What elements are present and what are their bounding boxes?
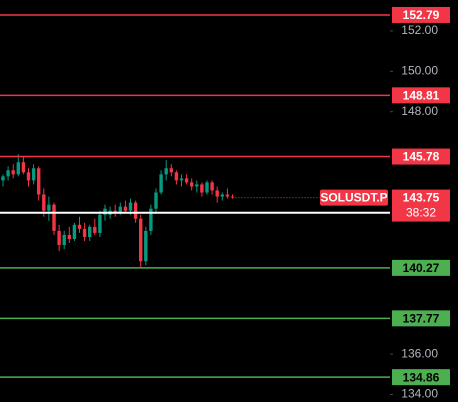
y-tick-label: 152.00 [401, 23, 438, 37]
candle-body [179, 178, 184, 181]
candle-body [215, 190, 219, 197]
candle-body [103, 208, 107, 215]
symbol-label: SOLUSDT.P [320, 191, 387, 205]
candle-body [174, 172, 179, 181]
y-tick-label: 148.00 [401, 104, 438, 118]
candle-body [37, 168, 41, 195]
candle-body [113, 210, 117, 213]
candle-body [47, 204, 51, 211]
candle-body [200, 184, 204, 193]
candle-body [88, 226, 92, 237]
level-label-box [392, 310, 450, 327]
candle-body [21, 162, 26, 173]
candle-body [220, 194, 224, 197]
symbol-box [320, 189, 388, 206]
candle-body [190, 182, 194, 187]
level-label-box [392, 87, 450, 104]
level-label-box [392, 6, 450, 23]
candle-body [230, 196, 235, 198]
level-label-box [392, 369, 450, 386]
y-tick-label: 134.00 [401, 387, 438, 401]
candle-body [57, 230, 61, 246]
level-label: 137.77 [403, 312, 440, 326]
candle-body [98, 214, 102, 233]
candle-body [42, 194, 46, 211]
level-label: 148.81 [403, 89, 440, 103]
candle-body [67, 234, 71, 239]
candle-body [1, 176, 5, 181]
candle-body [72, 224, 77, 239]
candle-body [82, 228, 87, 237]
candle-body [31, 168, 36, 181]
countdown-label: 38:32 [406, 206, 436, 220]
level-label: 145.78 [403, 150, 440, 164]
level-label: 152.79 [403, 8, 440, 22]
level-label-box [392, 148, 450, 165]
candle-body [128, 202, 133, 211]
candle-body [139, 218, 143, 262]
candle-body [16, 162, 20, 175]
candle-body [195, 184, 199, 187]
candle-body [144, 230, 148, 262]
candle-body [11, 170, 15, 175]
candle-body [123, 206, 128, 211]
y-tick-label: 150.00 [401, 63, 438, 77]
candle-body [164, 168, 168, 175]
candle-body [118, 206, 122, 213]
candle-body [77, 224, 82, 229]
price-box [392, 189, 450, 222]
candle-body [62, 234, 66, 246]
level-label: 140.27 [403, 261, 440, 275]
level-label-box [392, 259, 450, 276]
candle-body [159, 174, 163, 193]
candle-body [225, 194, 230, 197]
candle-body [93, 226, 97, 233]
y-tick-label: 136.00 [401, 346, 438, 360]
candle-body [169, 168, 173, 173]
candle-body [26, 172, 31, 181]
candle-body [184, 178, 189, 183]
price-label: 143.75 [403, 191, 440, 205]
candle-body [154, 192, 158, 209]
level-label: 134.86 [403, 370, 440, 384]
candle-body [149, 208, 153, 231]
candle-body [210, 182, 214, 191]
candle-body [205, 182, 209, 193]
candle-body [6, 170, 10, 177]
candle-body [52, 204, 56, 231]
candle-body [133, 202, 138, 219]
